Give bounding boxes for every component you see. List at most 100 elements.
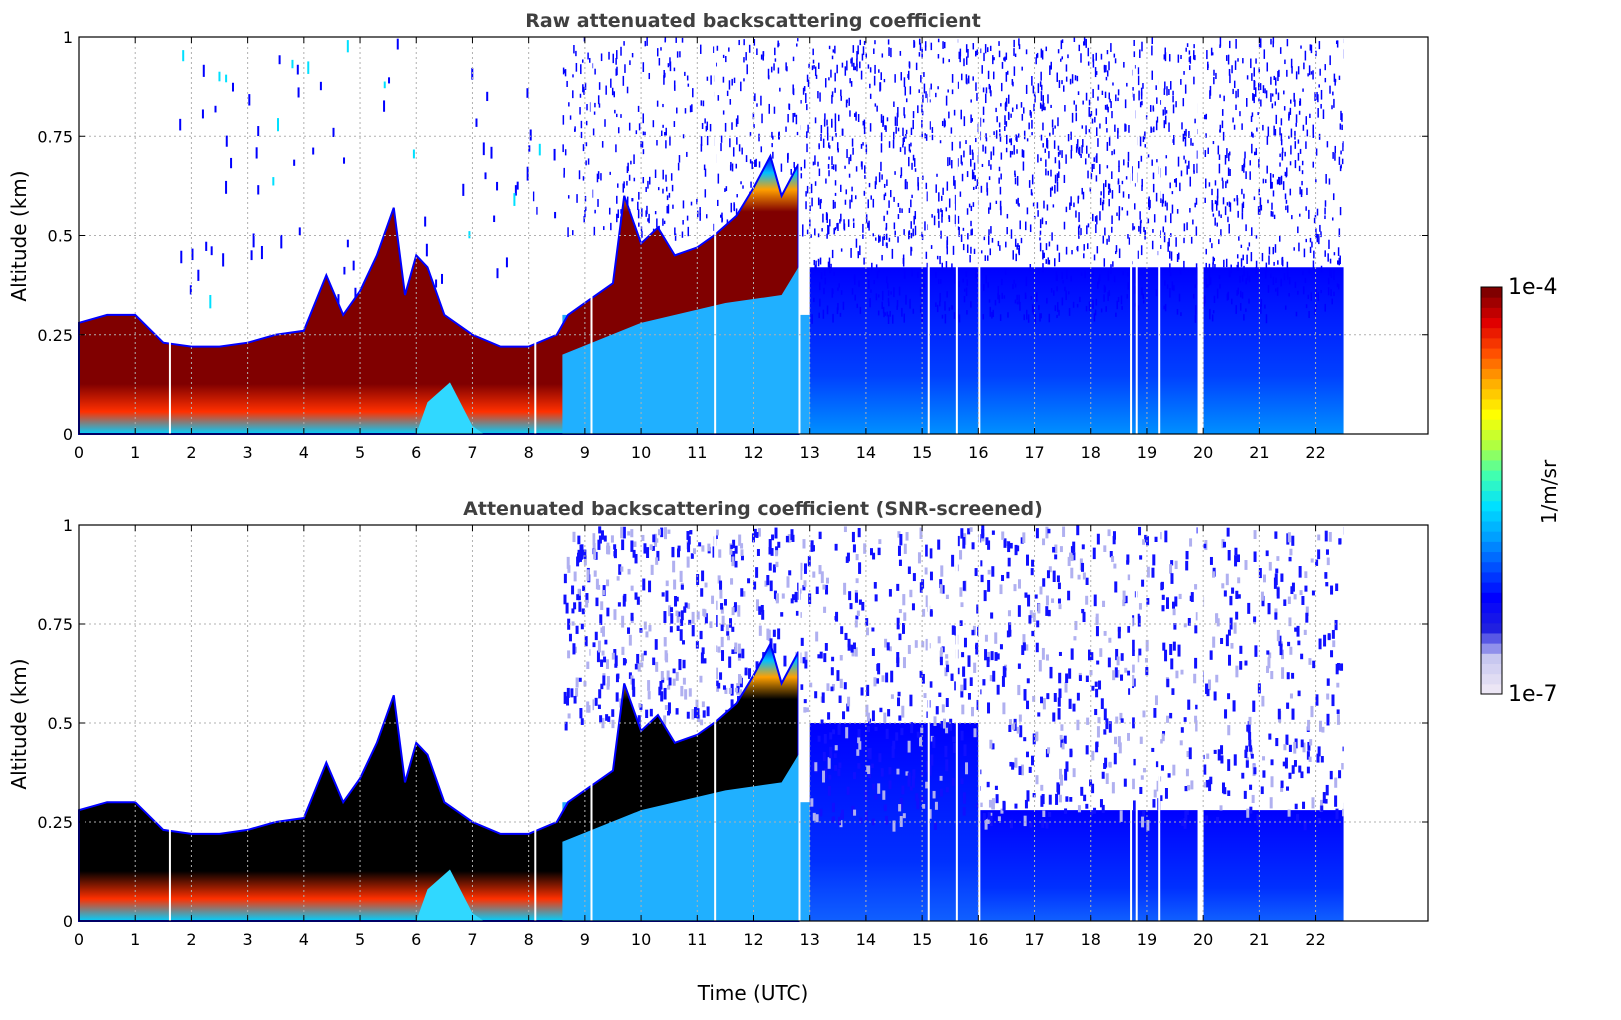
- x-tick-label: 4: [299, 930, 309, 949]
- x-tick-label: 20: [1193, 930, 1213, 949]
- x-tick-label: 16: [968, 443, 988, 462]
- x-tick-label: 10: [631, 930, 651, 949]
- colorbar-step: [1481, 612, 1502, 624]
- colorbar-step: [1481, 470, 1502, 481]
- data-gap: [1130, 525, 1133, 921]
- colorbar-step: [1481, 500, 1502, 512]
- colorbar-step: [1481, 561, 1502, 573]
- x-tick-label: 10: [631, 443, 651, 462]
- y-tick-label: 0.5: [48, 714, 73, 733]
- colorbar-step: [1481, 673, 1502, 685]
- colorbar-step: [1481, 521, 1502, 532]
- data-gap: [1135, 37, 1138, 434]
- x-tick-label: 0: [74, 930, 84, 949]
- y-tick-label: 0.25: [37, 326, 73, 345]
- data-gap: [927, 37, 930, 434]
- x-tick-label: 11: [687, 443, 707, 462]
- x-tick-label: 2: [186, 930, 196, 949]
- colorbar-step: [1481, 337, 1502, 349]
- x-tick-label: 13: [800, 930, 820, 949]
- x-tick-label: 15: [912, 930, 932, 949]
- x-tick-label: 18: [1081, 443, 1101, 462]
- colorbar-step: [1481, 378, 1502, 390]
- colorbar-step: [1481, 531, 1502, 542]
- x-tick-label: 14: [856, 930, 876, 949]
- colorbar-step: [1481, 307, 1502, 319]
- colorbar-step: [1481, 480, 1502, 491]
- y-tick-label: 0.75: [37, 615, 73, 634]
- y-axis-label: Altitude (km): [7, 658, 31, 789]
- x-tick-label: 14: [856, 443, 876, 462]
- x-tick-label: 1: [130, 443, 140, 462]
- y-axis-label: Altitude (km): [7, 170, 31, 301]
- colorbar-step: [1481, 409, 1502, 420]
- x-tick-label: 8: [524, 443, 534, 462]
- grid: [78, 524, 1428, 922]
- x-tick-label: 19: [1137, 443, 1157, 462]
- screened-backscatter-panel: Attenuated backscattering coefficient (S…: [7, 498, 1429, 1005]
- screened-layer: [978, 810, 1344, 921]
- panel-title: Attenuated backscattering coefficient (S…: [463, 498, 1043, 520]
- colorbar-step: [1481, 551, 1502, 563]
- x-tick-label: 3: [243, 930, 253, 949]
- y-tick-label: 0.5: [48, 227, 73, 246]
- plot-area: [78, 524, 1429, 922]
- x-tick-label: 16: [968, 930, 988, 949]
- colorbar-step: [1481, 439, 1502, 451]
- colorbar-step: [1481, 449, 1502, 461]
- x-tick-label: 21: [1249, 443, 1269, 462]
- x-tick-label: 6: [411, 443, 421, 462]
- clear-zone: [416, 869, 484, 921]
- data-gap: [590, 525, 593, 921]
- data-gap: [1135, 525, 1138, 921]
- clear-zone: [416, 382, 484, 434]
- x-tick-label: 19: [1137, 930, 1157, 949]
- colorbar-step: [1481, 297, 1502, 308]
- colorbar-min-label: 1e-7: [1508, 682, 1557, 707]
- x-tick-label: 9: [580, 443, 590, 462]
- noise-region: [809, 267, 1344, 434]
- x-tick-label: 4: [299, 443, 309, 462]
- y-axis: 0 0.25 0.5 0.75 1: [37, 516, 1428, 931]
- x-axis: 0 1 2 3 4 5 6 7 8 9 10 11 12 13 14 15 16 17 18 19 20 21 22: [74, 37, 1326, 462]
- aerosol-fill: [562, 267, 799, 434]
- colorbar-step: [1481, 348, 1502, 359]
- x-tick-label: 20: [1193, 443, 1213, 462]
- x-axis: 0 1 2 3 4 5 6 7 8 9 10 11 12 13 14 15 16 17 18 19 20 21 22: [74, 525, 1326, 949]
- x-tick-label: 5: [355, 443, 365, 462]
- x-tick-label: 17: [1024, 443, 1044, 462]
- y-tick-label: 0.25: [37, 813, 73, 832]
- colorbar-step: [1481, 653, 1502, 664]
- colorbar-max-label: 1e-4: [1508, 275, 1557, 300]
- data-gap: [927, 525, 930, 921]
- raw-backscatter-panel: Raw attenuated backscattering coefficien…: [7, 10, 1429, 462]
- colorbar-step: [1481, 287, 1502, 298]
- colorbar-step: [1481, 683, 1502, 695]
- x-tick-label: 12: [743, 443, 763, 462]
- y-axis: 0 0.25 0.5 0.75 1: [37, 28, 1428, 444]
- x-tick-label: 17: [1024, 930, 1044, 949]
- x-tick-label: 15: [912, 443, 932, 462]
- colorbar-step: [1481, 368, 1502, 380]
- y-tick-label: 0: [63, 425, 73, 444]
- y-tick-label: 0.75: [37, 127, 73, 146]
- colorbar-step: [1481, 632, 1502, 644]
- colorbar-step: [1481, 622, 1502, 634]
- x-tick-label: 7: [467, 443, 477, 462]
- data-gap: [955, 37, 958, 434]
- noise-speckle: [563, 525, 1347, 832]
- x-tick-label: 13: [800, 443, 820, 462]
- x-tick-label: 18: [1081, 930, 1101, 949]
- x-tick-label: 5: [355, 930, 365, 949]
- colorbar-step: [1481, 419, 1502, 430]
- colorbar-step: [1481, 317, 1502, 329]
- x-tick-label: 21: [1249, 930, 1269, 949]
- colorbar-step: [1481, 358, 1502, 369]
- x-tick-label: 0: [74, 443, 84, 462]
- x-tick-label: 2: [186, 443, 196, 462]
- colorbar-step: [1481, 429, 1502, 441]
- data-gap: [590, 37, 593, 434]
- colorbar-unit-label: 1/m/sr: [1537, 459, 1561, 524]
- grid: [78, 36, 1428, 435]
